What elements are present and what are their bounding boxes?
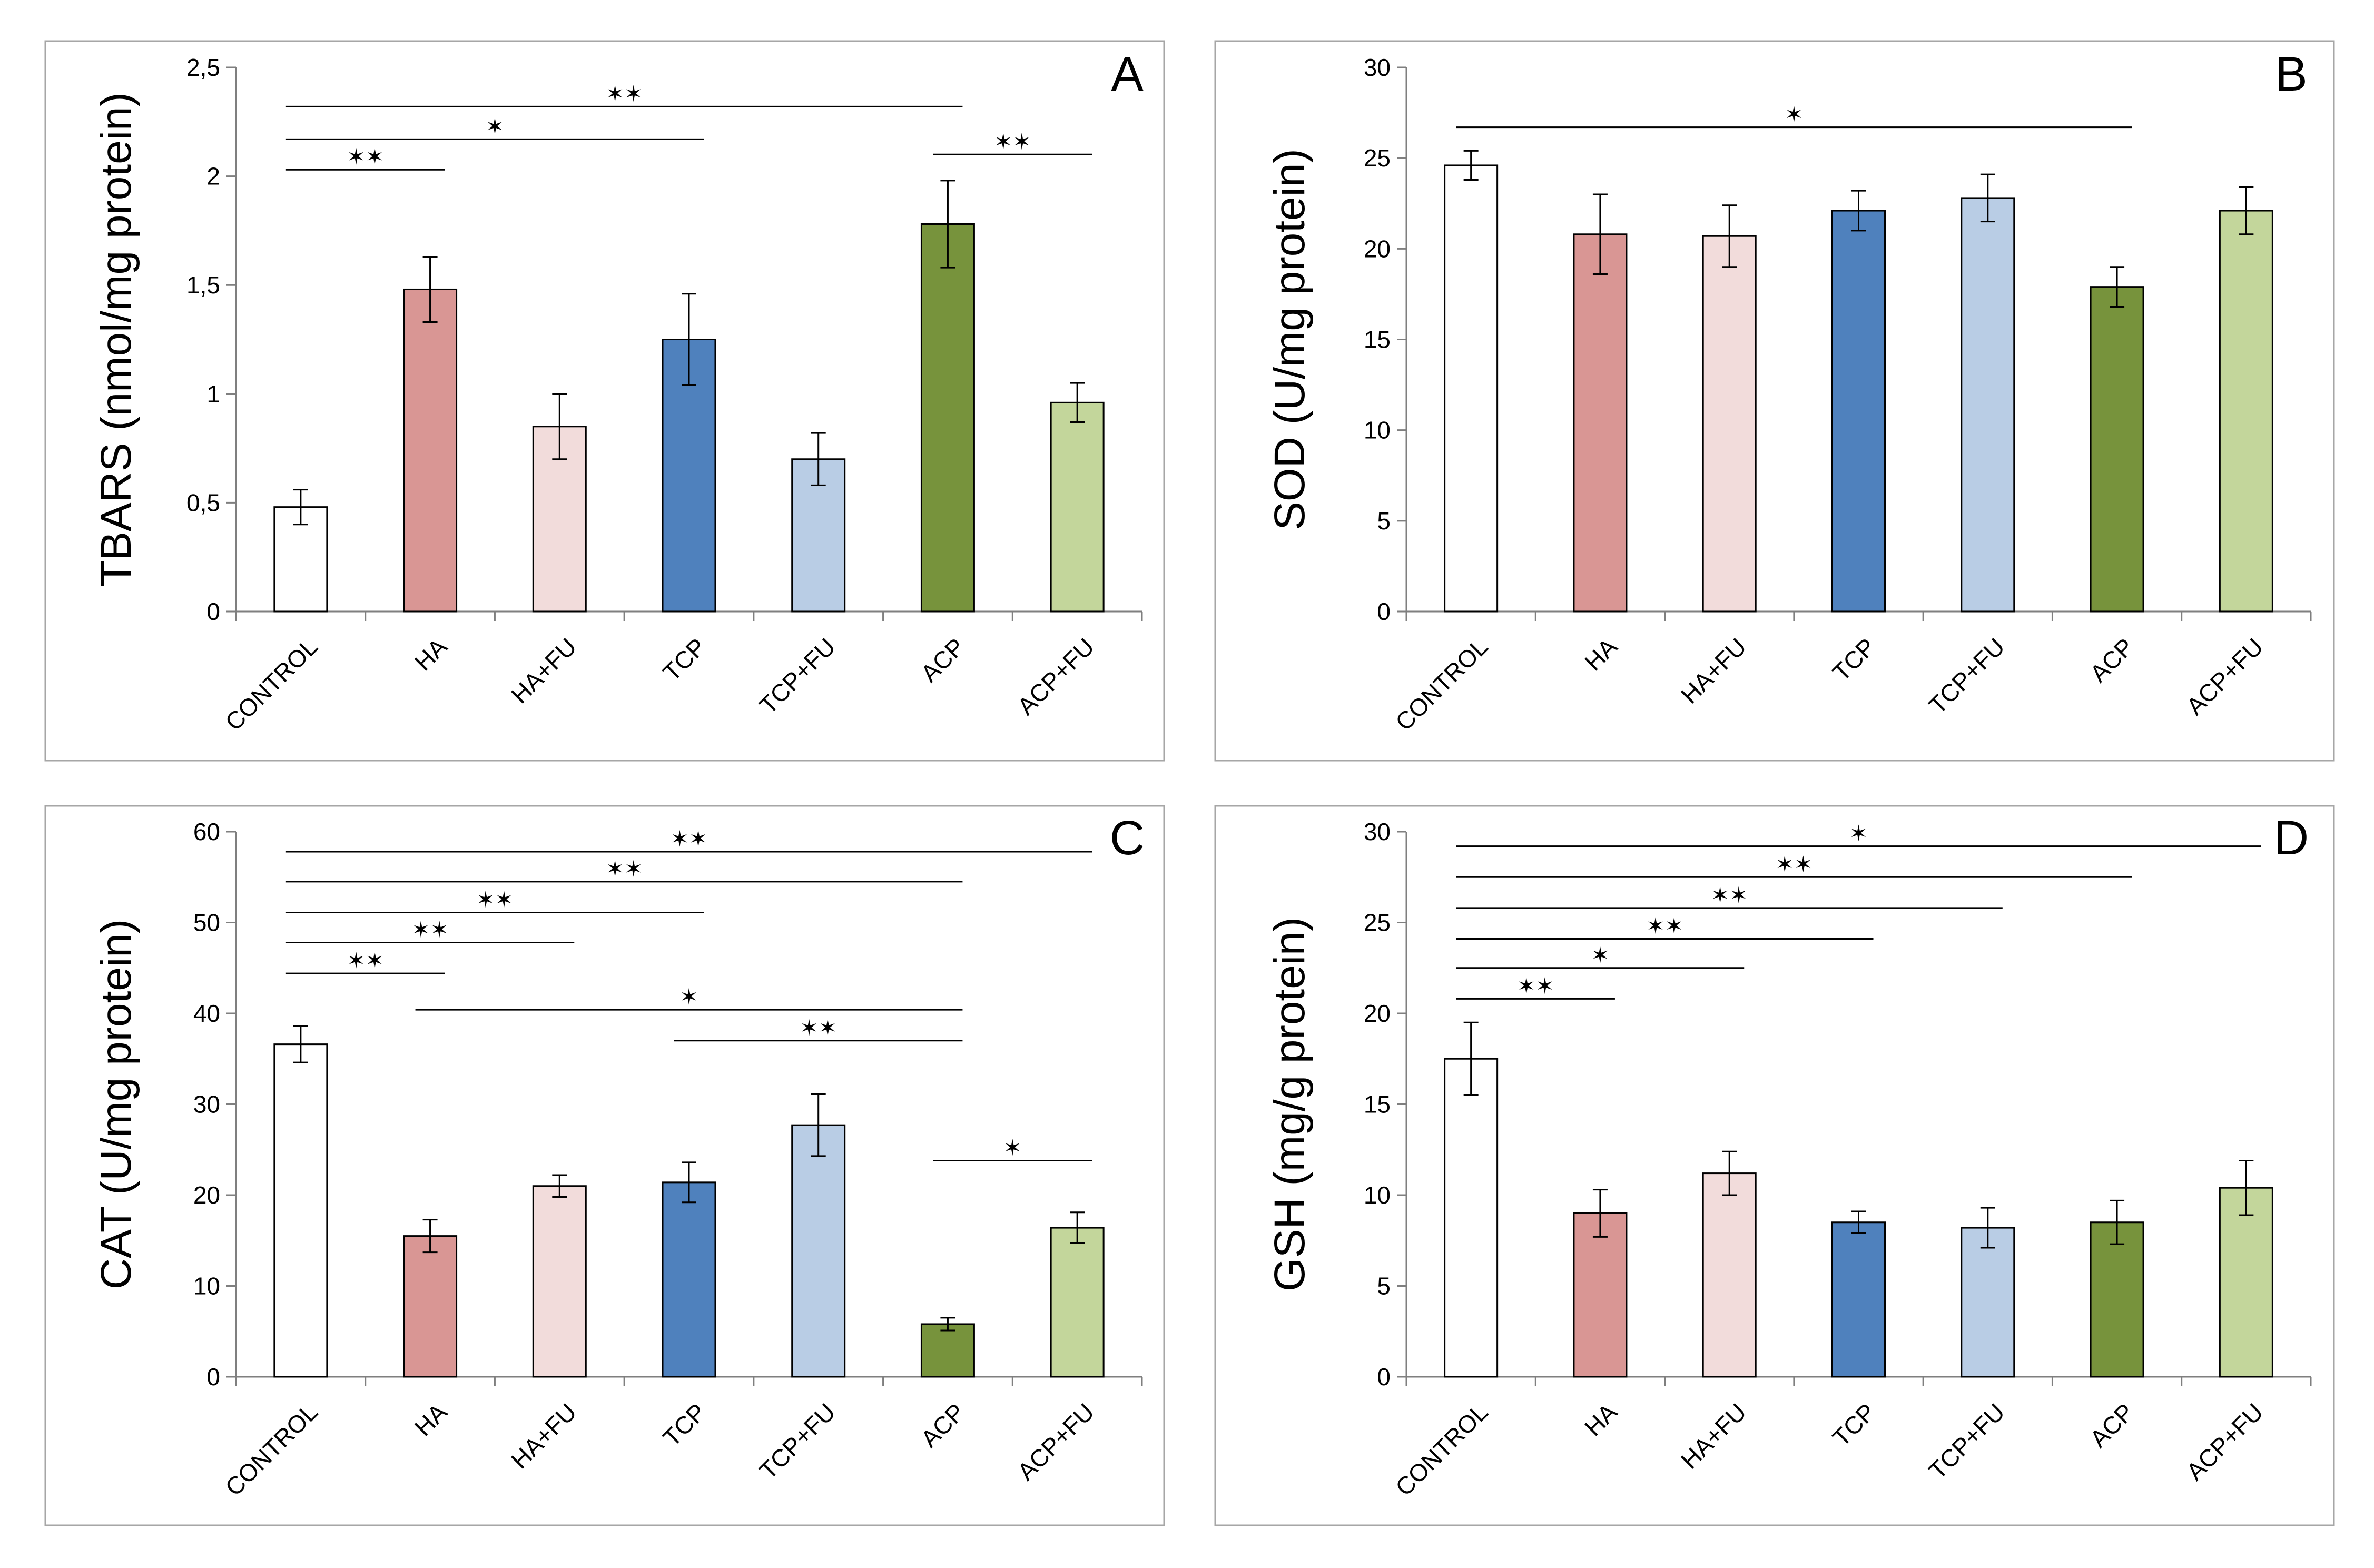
y-tick-label: 20 — [1364, 1000, 1391, 1027]
bar-tcp-plus-fu — [792, 1125, 845, 1377]
bar-ha-plus-fu — [1703, 1173, 1756, 1377]
bar-acp-plus-fu — [2220, 211, 2272, 612]
bar-ha — [1574, 234, 1627, 612]
bar-acp — [921, 1324, 974, 1377]
panel-letter: D — [2274, 811, 2309, 865]
y-tick-label: 30 — [1364, 54, 1391, 81]
bar-tcp — [1833, 211, 1885, 612]
bar-control — [1445, 1059, 1498, 1377]
bar-tcp-plus-fu — [1962, 198, 2014, 612]
panel-letter: A — [1111, 47, 1144, 101]
bar-tcp — [1833, 1222, 1885, 1377]
y-tick-label: 0 — [206, 598, 220, 625]
y-tick-label: 0,5 — [186, 489, 220, 516]
bar-acp — [2091, 1222, 2143, 1377]
y-tick-label: 0 — [206, 1363, 220, 1391]
y-tick-label: 0 — [1377, 598, 1391, 625]
y-tick-label: 10 — [1364, 1181, 1391, 1209]
panel-letter: B — [2275, 47, 2307, 101]
panel-letter: C — [1110, 811, 1145, 865]
y-tick-label: 20 — [1364, 235, 1391, 262]
significance-marker: ✶✶ — [347, 948, 384, 973]
y-tick-label: 40 — [193, 1000, 220, 1027]
bar-control — [274, 1044, 327, 1377]
bar-acp-plus-fu — [2220, 1188, 2272, 1377]
y-tick-label: 30 — [1364, 818, 1391, 845]
significance-marker: ✶✶ — [1517, 973, 1554, 998]
y-tick-label: 15 — [1364, 1091, 1391, 1118]
significance-marker: ✶✶ — [411, 917, 448, 942]
y-tick-label: 2 — [206, 163, 220, 190]
significance-marker: ✶ — [1785, 102, 1803, 127]
figure: 00,511,522,5CONTROL HA HA+FU TCP TCP+FU ACP AC… — [0, 0, 2374, 1568]
significance-marker: ✶ — [1003, 1135, 1022, 1160]
y-tick-label: 10 — [1364, 417, 1391, 444]
y-tick-label: 5 — [1377, 507, 1391, 535]
y-tick-label: 1,5 — [186, 271, 220, 299]
bar-control — [1445, 165, 1498, 612]
significance-marker: ✶✶ — [1646, 914, 1683, 939]
significance-marker: ✶✶ — [347, 144, 384, 169]
y-tick-label: 10 — [193, 1273, 220, 1300]
significance-marker: ✶✶ — [476, 887, 513, 912]
y-axis-title: TBARS (nmol/mg protein) — [92, 92, 140, 587]
y-tick-label: 20 — [193, 1181, 220, 1209]
y-tick-label: 5 — [1377, 1273, 1391, 1300]
y-tick-label: 0 — [1377, 1363, 1391, 1391]
y-tick-label: 50 — [193, 909, 220, 936]
y-tick-label: 2,5 — [186, 54, 220, 81]
bar-tcp-plus-fu — [1962, 1228, 2014, 1377]
bar-tcp — [663, 1182, 715, 1377]
bar-acp-plus-fu — [1051, 1228, 1104, 1377]
y-tick-label: 25 — [1364, 909, 1391, 936]
significance-marker: ✶ — [1849, 821, 1868, 846]
y-axis-title: GSH (mg/g protein) — [1266, 917, 1314, 1291]
bar-ha — [404, 1236, 457, 1377]
y-axis-title: SOD (U/mg protein) — [1266, 149, 1314, 530]
significance-marker: ✶✶ — [994, 129, 1031, 154]
significance-marker: ✶✶ — [1776, 852, 1812, 876]
y-tick-label: 15 — [1364, 326, 1391, 353]
significance-marker: ✶✶ — [800, 1015, 837, 1040]
bar-ha — [404, 289, 457, 612]
y-tick-label: 60 — [193, 818, 220, 845]
significance-marker: ✶✶ — [606, 81, 643, 106]
significance-marker: ✶✶ — [671, 826, 707, 851]
bar-acp — [2091, 287, 2143, 612]
bar-ha-plus-fu — [533, 1186, 586, 1377]
y-tick-label: 30 — [193, 1091, 220, 1118]
bar-acp — [921, 224, 974, 612]
bar-acp-plus-fu — [1051, 402, 1104, 612]
significance-marker: ✶ — [486, 114, 504, 139]
y-tick-label: 25 — [1364, 144, 1391, 172]
significance-marker: ✶✶ — [1711, 883, 1748, 908]
y-axis-title: CAT (U/mg protein) — [92, 919, 140, 1289]
significance-marker: ✶ — [679, 984, 698, 1009]
bar-ha-plus-fu — [1703, 236, 1756, 612]
significance-marker: ✶✶ — [606, 856, 643, 881]
y-tick-label: 1 — [206, 380, 220, 408]
bar-ha — [1574, 1214, 1627, 1377]
significance-marker: ✶ — [1591, 943, 1609, 968]
